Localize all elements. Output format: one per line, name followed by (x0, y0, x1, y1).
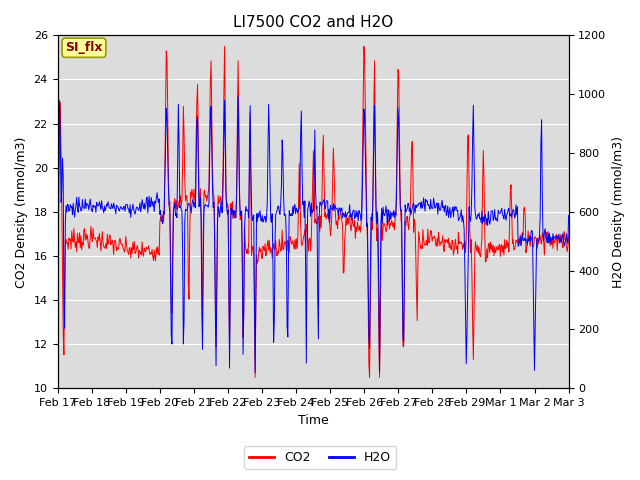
Text: SI_flx: SI_flx (65, 41, 102, 54)
X-axis label: Time: Time (298, 414, 328, 427)
Y-axis label: H2O Density (mmol/m3): H2O Density (mmol/m3) (612, 136, 625, 288)
Title: LI7500 CO2 and H2O: LI7500 CO2 and H2O (233, 15, 393, 30)
Legend: CO2, H2O: CO2, H2O (244, 446, 396, 469)
Y-axis label: CO2 Density (mmol/m3): CO2 Density (mmol/m3) (15, 136, 28, 288)
